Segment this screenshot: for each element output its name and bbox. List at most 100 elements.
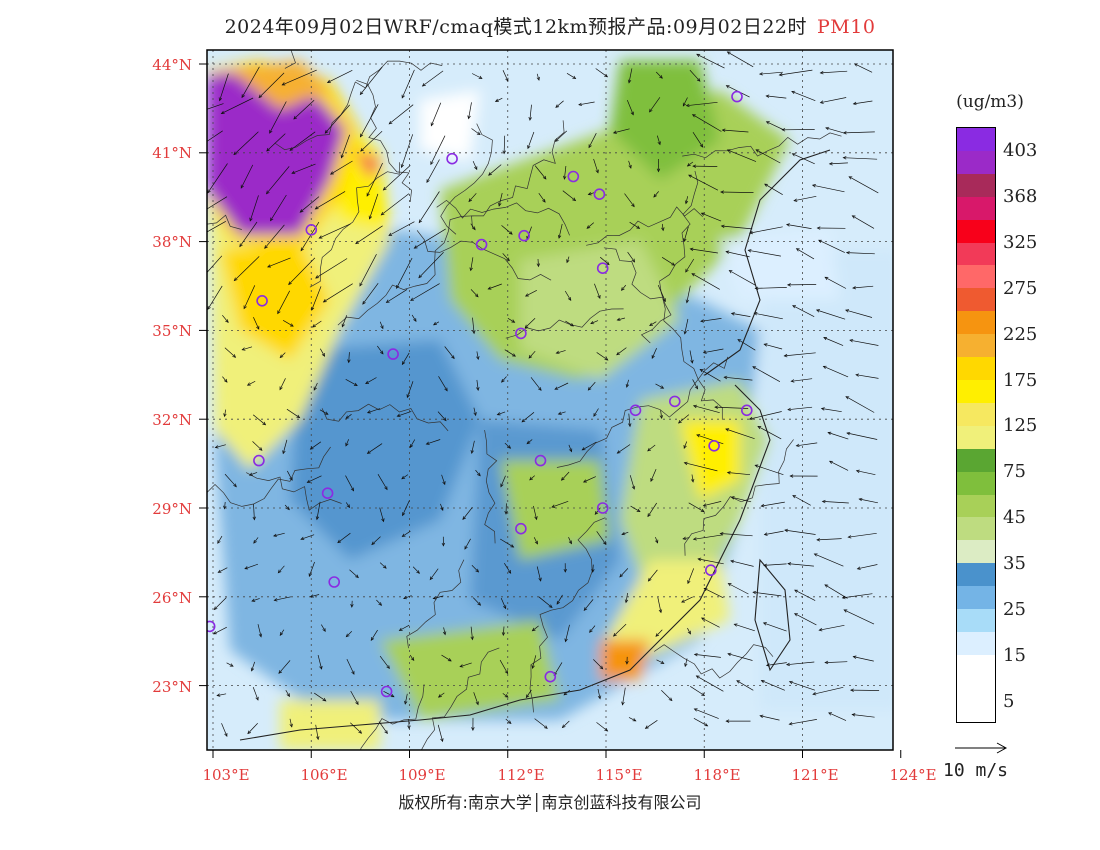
- wind-arrow: [813, 553, 844, 567]
- wind-arrow: [616, 317, 625, 322]
- wind-arrow: [285, 690, 290, 698]
- wind-arrow: [763, 343, 783, 350]
- wind-arrow: [653, 191, 659, 198]
- wind-arrow: [240, 164, 254, 189]
- legend-label: 403: [1003, 140, 1038, 161]
- wind-arrow: [340, 134, 351, 159]
- wind-arrow: [413, 228, 446, 249]
- province-border: [321, 403, 449, 432]
- wind-arrow: [320, 624, 326, 632]
- wind-arrow: [730, 312, 751, 317]
- wind-arrow: [818, 624, 845, 632]
- province-border: [529, 517, 606, 713]
- province-border: [640, 170, 699, 344]
- wind-arrow: [502, 70, 509, 82]
- wind-arrow: [692, 132, 704, 148]
- wind-arrow: [425, 439, 441, 445]
- wind-arrow: [504, 503, 508, 515]
- wind-arrow: [783, 352, 816, 358]
- wind-arrow: [842, 156, 878, 160]
- wind-arrow: [317, 655, 323, 670]
- wind-arrow: [555, 350, 566, 355]
- wind-arrow: [217, 567, 228, 573]
- wind-arrow: [214, 444, 226, 449]
- wind-arrow: [828, 712, 847, 721]
- wind-arrow: [365, 377, 377, 384]
- wind-arrow: [685, 258, 695, 273]
- station-marker: [305, 224, 318, 236]
- wind-arrow: [683, 461, 718, 472]
- wind-arrow: [400, 134, 414, 169]
- wind-arrow: [379, 655, 390, 670]
- station-marker: [704, 564, 717, 577]
- wind-arrow: [324, 104, 350, 134]
- province-border: [505, 308, 624, 339]
- wind-arrow: [337, 532, 351, 544]
- wind-arrow: [824, 276, 847, 289]
- wind-arrow: [784, 528, 816, 535]
- wind-arrow: [308, 561, 315, 578]
- lon-label-118: 118°E: [693, 766, 741, 784]
- wind-arrow: [315, 258, 348, 279]
- wind-arrow: [318, 223, 351, 239]
- wind-arrow: [763, 530, 784, 536]
- wind-arrow: [475, 469, 481, 477]
- station-marker: [534, 454, 547, 467]
- wind-arrow: [504, 349, 516, 357]
- wind-arrow: [816, 226, 846, 230]
- wind-arrow: [467, 102, 472, 120]
- wind-arrow: [377, 474, 388, 491]
- wind-arrow: [818, 239, 845, 253]
- wind-arrow: [473, 407, 477, 417]
- wind-arrow: [534, 165, 547, 180]
- province-border: [603, 247, 723, 420]
- wind-arrow: [851, 215, 875, 229]
- wind-arrow: [437, 692, 445, 698]
- station-marker: [544, 670, 557, 683]
- wind-arrow: [524, 289, 537, 297]
- wind-reference-label: 10 m/s: [943, 760, 1009, 781]
- wind-arrow: [289, 131, 316, 151]
- province-border: [207, 214, 242, 230]
- wind-arrow: [591, 564, 595, 573]
- wind-arrow: [590, 320, 599, 325]
- wind-arrow: [757, 426, 782, 440]
- wind-arrow: [269, 101, 287, 134]
- wind-arrow: [409, 654, 415, 661]
- wind-arrow: [471, 73, 483, 79]
- wind-arrow: [693, 717, 709, 727]
- wind-arrow: [488, 164, 502, 176]
- wind-arrow: [795, 442, 818, 448]
- wind-arrow: [702, 501, 722, 507]
- wind-arrow: [727, 652, 753, 661]
- wind-arrow: [661, 223, 665, 232]
- wind-arrow: [754, 286, 787, 291]
- wind-arrow: [388, 221, 415, 236]
- province-border: [246, 472, 342, 511]
- wind-arrow: [309, 441, 322, 450]
- wind-arrow: [765, 121, 785, 131]
- wind-arrow: [403, 595, 412, 600]
- wind-arrow: [500, 538, 515, 548]
- lon-label-109: 109°E: [398, 766, 446, 784]
- wind-arrow: [350, 690, 359, 706]
- wind-arrow: [719, 531, 753, 537]
- wind-arrow: [207, 196, 228, 210]
- wind-reference-arrow: [955, 742, 1008, 754]
- wind-arrow: [685, 285, 691, 304]
- wind-arrow: [533, 505, 538, 521]
- wind-arrow: [725, 428, 755, 440]
- wind-arrow: [473, 692, 479, 706]
- wind-arrow: [723, 375, 753, 381]
- wind-arrow: [370, 629, 378, 641]
- wind-arrow: [441, 474, 446, 486]
- wind-arrow: [525, 689, 532, 699]
- wind-arrow: [341, 315, 348, 328]
- wind-arrow: [252, 686, 259, 701]
- wind-arrow: [309, 594, 320, 598]
- wind-arrow: [440, 503, 444, 511]
- wind-arrow: [613, 623, 627, 637]
- wind-arrow: [279, 629, 285, 636]
- map-frame: [206, 49, 894, 751]
- lat-label-23: 23°N: [152, 678, 192, 696]
